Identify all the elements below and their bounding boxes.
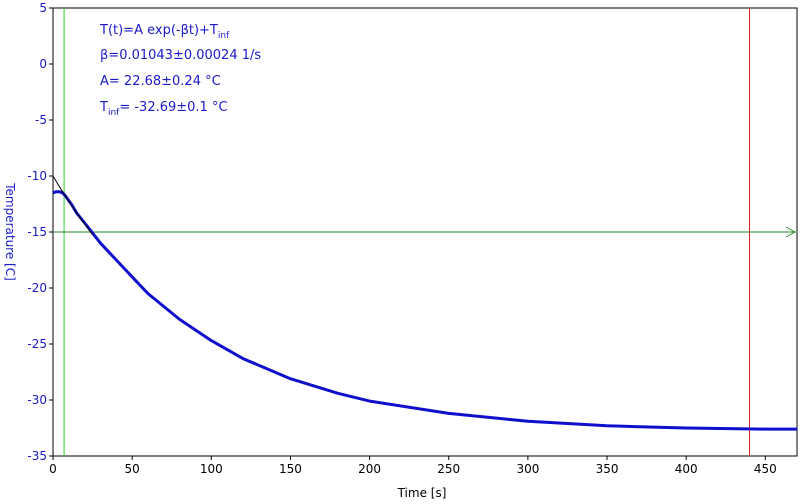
y-tick-label: -5: [35, 113, 47, 127]
y-axis-ticks: 5 0 -5 -10 -15 -20 -25 -30 -35: [27, 1, 53, 463]
amplitude-value: A= 22.68±0.24 °C: [100, 74, 221, 89]
x-axis-ticks: 0 50 100 150 200 250 300 350 400 450: [49, 456, 777, 476]
fit-annotation: T(t)=A exp(-βt)+Tinf β=0.01043±0.00024 1…: [99, 23, 261, 118]
y-axis-label: Temperature [C]: [3, 182, 17, 281]
x-tick-label: 350: [596, 462, 619, 476]
y-tick-label: 0: [39, 57, 47, 71]
x-axis-label: Time [s]: [397, 486, 447, 500]
x-tick-label: 400: [675, 462, 698, 476]
y-tick-label: -10: [27, 169, 47, 183]
y-tick-label: -25: [27, 337, 47, 351]
horizontal-cursor-arrow-icon: [785, 226, 797, 238]
y-tick-label: -15: [27, 225, 47, 239]
x-tick-label: 250: [437, 462, 460, 476]
beta-value: β=0.01043±0.00024 1/s: [100, 48, 261, 63]
tinf-value: Tinf= -32.69±0.1 °C: [99, 100, 228, 118]
x-tick-label: 50: [125, 462, 140, 476]
y-tick-label: -20: [27, 281, 47, 295]
x-tick-label: 150: [279, 462, 302, 476]
cursor-lines: [53, 8, 797, 456]
x-tick-label: 300: [516, 462, 539, 476]
x-tick-label: 450: [754, 462, 777, 476]
x-tick-label: 200: [358, 462, 381, 476]
x-tick-label: 100: [200, 462, 223, 476]
x-tick-label: 0: [49, 462, 57, 476]
y-tick-label: 5: [39, 1, 47, 15]
fit-curve: [52, 175, 93, 235]
y-tick-label: -35: [27, 449, 47, 463]
model-equation: T(t)=A exp(-βt)+Tinf: [99, 23, 230, 41]
y-tick-label: -30: [27, 393, 47, 407]
